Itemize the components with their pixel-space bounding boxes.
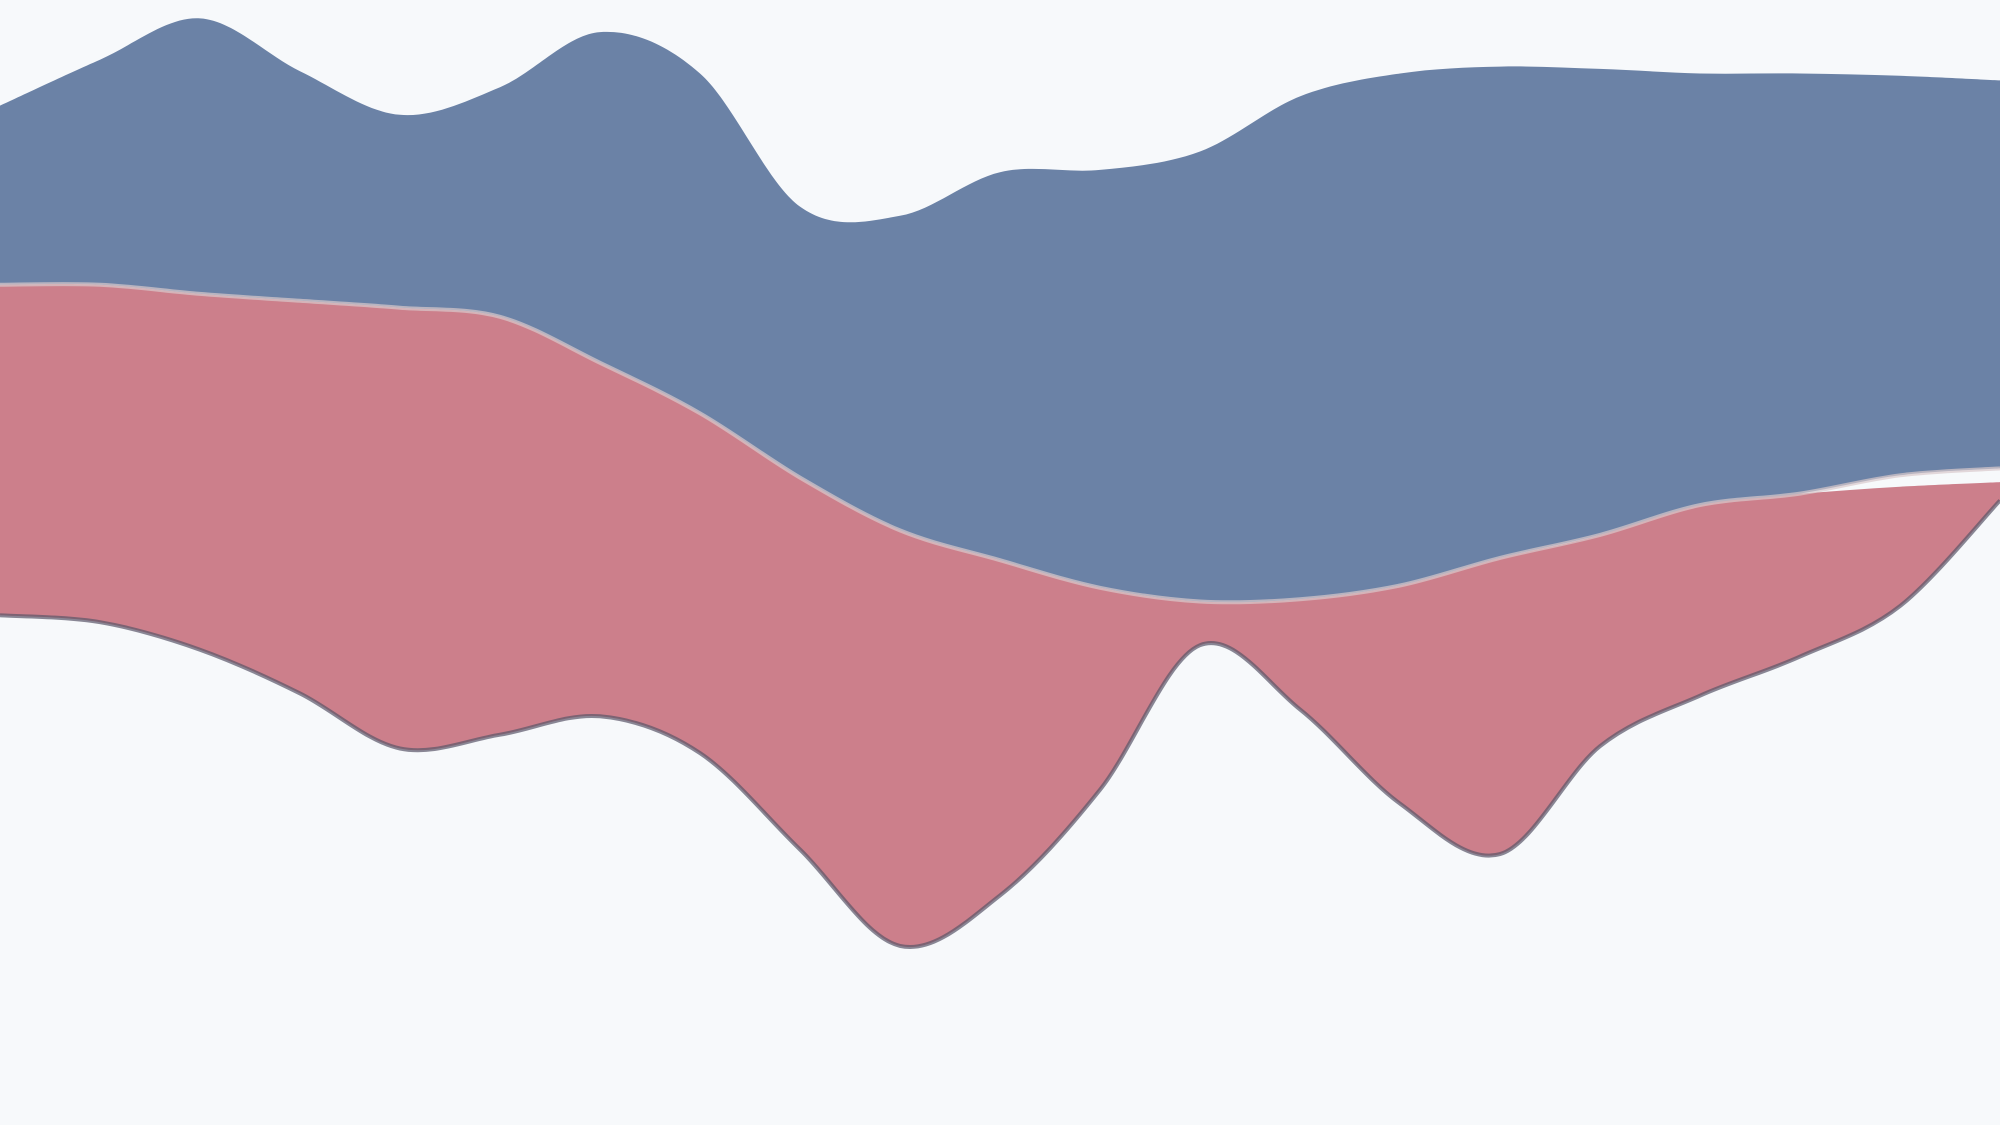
stream-band-2-lower-edge xyxy=(0,282,2000,605)
stream-band-1-lower-edge xyxy=(0,499,2000,950)
stream-band-2 xyxy=(0,18,2000,603)
series-layer xyxy=(0,18,2000,950)
stream-band-1 xyxy=(0,284,2000,948)
